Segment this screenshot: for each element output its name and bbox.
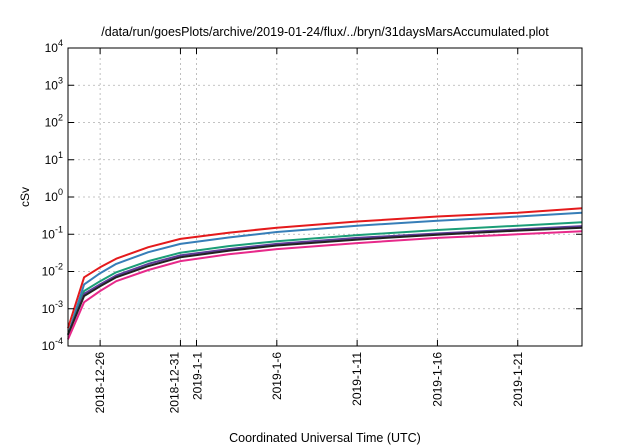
y-tick-label-base: 10 <box>42 339 56 353</box>
series-line <box>67 225 583 336</box>
x-tick-label: 2018-12-31 <box>167 352 181 414</box>
y-tick-label-exponent: -2 <box>55 262 63 272</box>
y-tick-label-base: 10 <box>42 227 56 241</box>
x-tick-label: 2018-12-26 <box>93 352 107 414</box>
y-tick-label: 10-2 <box>42 262 63 279</box>
y-tick-label-exponent: -4 <box>55 336 63 346</box>
y-tick-label-exponent: 2 <box>58 113 63 123</box>
x-axis: 2018-12-26 2018-12-31 2019-1-1 2019-1-6 2019… <box>93 48 525 413</box>
y-tick-label-base: 10 <box>42 265 56 279</box>
y-tick-label: 101 <box>45 150 63 167</box>
y-tick-label: 100 <box>45 187 63 204</box>
series-line <box>67 211 583 336</box>
y-tick-label-exponent: 4 <box>58 38 63 48</box>
y-tick-label: 10-1 <box>42 224 63 241</box>
y-tick-label-exponent: -3 <box>55 299 63 309</box>
y-tick-label-base: 10 <box>45 116 59 130</box>
y-axis-label: cSv <box>18 187 32 207</box>
x-tick-label: 2019-1-11 <box>350 352 364 406</box>
y-tick-label-exponent: -1 <box>55 224 63 234</box>
y-tick-label: 10-3 <box>42 299 63 316</box>
chart-title: /data/run/goesPlots/archive/2019-01-24/f… <box>101 25 549 39</box>
y-tick-label: 10-4 <box>42 336 63 353</box>
y-tick-label-exponent: 0 <box>58 187 63 197</box>
y-tick-label-exponent: 1 <box>58 150 63 160</box>
series-group <box>67 207 583 340</box>
series-line <box>67 230 583 340</box>
y-tick-label-base: 10 <box>45 41 59 55</box>
x-tick-label: 2019-1-21 <box>511 352 525 407</box>
y-tick-label-base: 10 <box>42 302 56 316</box>
y-tick-label: 104 <box>45 38 63 55</box>
series-line <box>67 221 583 336</box>
series-line <box>67 207 583 329</box>
y-tick-label-base: 10 <box>45 153 59 167</box>
y-tick-label: 103 <box>45 75 63 92</box>
y-tick-label-base: 10 <box>45 78 59 92</box>
x-tick-label: 2019-1-1 <box>191 352 205 400</box>
x-tick-label: 2019-1-6 <box>270 352 284 400</box>
x-axis-label: Coordinated Universal Time (UTC) <box>229 431 421 445</box>
series-line <box>67 226 583 336</box>
y-tick-label-base: 10 <box>45 190 59 204</box>
x-tick-label: 2019-1-16 <box>430 352 444 407</box>
y-tick-label: 102 <box>45 113 63 130</box>
y-tick-label-exponent: 3 <box>58 75 63 85</box>
grid <box>68 48 582 346</box>
